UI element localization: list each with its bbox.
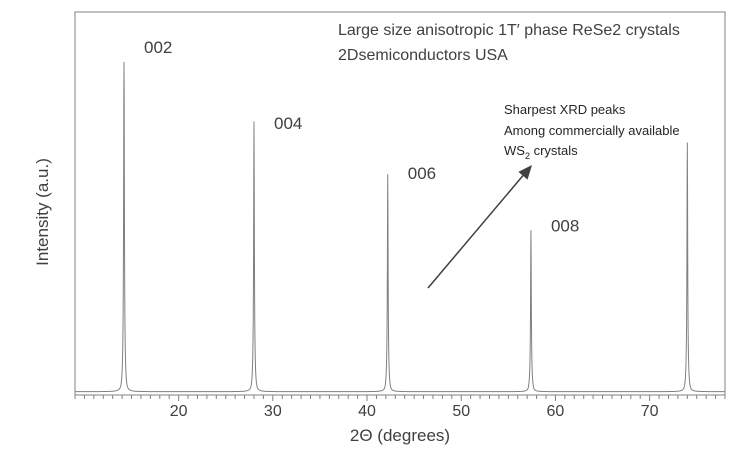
xrd-pattern-line <box>75 61 725 393</box>
x-tick-label: 40 <box>358 403 376 420</box>
chart-title-line-2: 2Dsemiconductors USA <box>338 47 508 64</box>
annotation-line-3: WS2 crystals <box>504 143 578 161</box>
x-tick-labels: 20 30 40 50 60 70 <box>170 403 659 420</box>
peak-label-002: 002 <box>144 38 172 57</box>
ws2-suffix: crystals <box>530 143 578 158</box>
ws2-formula: WS <box>504 143 525 158</box>
x-tick-label: 30 <box>264 403 282 420</box>
annotation-line-1: Sharpest XRD peaks <box>504 102 626 117</box>
x-tick-label: 50 <box>452 403 470 420</box>
arrow-shaft <box>427 171 527 289</box>
x-tick-label: 60 <box>547 403 565 420</box>
x-tick-label: 70 <box>641 403 659 420</box>
plot-frame <box>74 11 726 396</box>
peak-labels: 002 004 006 008 <box>144 38 579 236</box>
x-axis-label: 2Θ (degrees) <box>350 426 450 445</box>
x-axis <box>74 395 726 401</box>
annotation-arrow <box>427 165 532 289</box>
ws2-subscript: 2 <box>525 151 530 161</box>
arrow-head <box>518 165 532 180</box>
x-tick-label: 20 <box>170 403 188 420</box>
peak-label-004: 004 <box>274 114 302 133</box>
chart-title-line-1: Large size anisotropic 1T′ phase ReSe2 c… <box>338 22 680 39</box>
peak-label-008: 008 <box>551 217 579 236</box>
annotation-line-2: Among commercially available <box>504 123 680 138</box>
y-axis-label: Intensity (a.u.) <box>33 158 52 266</box>
peak-label-006: 006 <box>408 164 436 183</box>
